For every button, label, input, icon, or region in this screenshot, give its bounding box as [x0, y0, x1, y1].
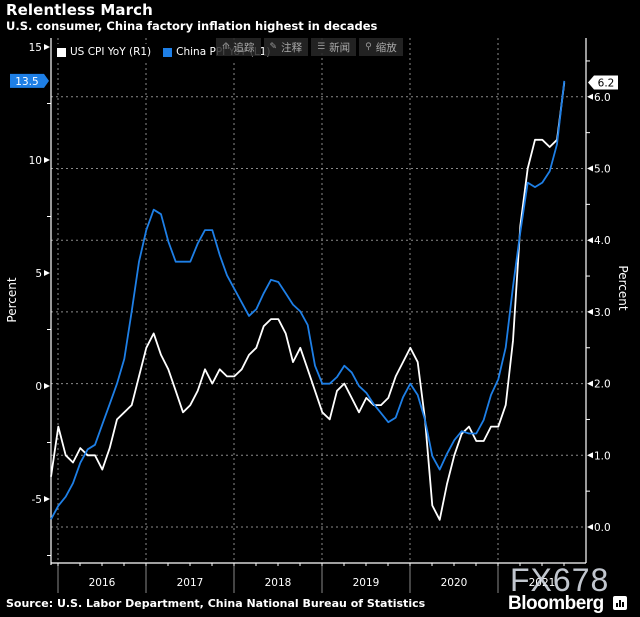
x-tick-label: 2017 [177, 577, 204, 589]
toolbar-zoom-label: 缩放 [375, 41, 397, 54]
series-line-us-cpi [50, 82, 566, 521]
right-tick-label: 4.0 [594, 235, 611, 247]
last-value-label-china-ppi: 13.5 [15, 76, 38, 88]
right-tick-marker [587, 452, 593, 459]
last-value-label-us-cpi: 6.2 [598, 77, 615, 89]
axes: 15 10 5 0 -5 6.0 5.0 4.0 3.0 2.0 1.0 0.0 2016 2017 201… [5, 38, 630, 593]
toolbar-annotate-button[interactable]: ✎ 注释 [263, 38, 309, 56]
right-axis-title: Percent [616, 265, 630, 310]
brand-logo: Bloomberg [508, 593, 604, 614]
right-tick-marker [587, 237, 593, 244]
right-tick-label: 2.0 [594, 379, 611, 391]
legend-swatch-china-ppi [163, 47, 173, 57]
left-tick-label: 0 [35, 381, 42, 393]
legend-label-us-cpi: US CPI YoY (R1) [70, 46, 152, 58]
left-tick-label: 5 [35, 268, 42, 280]
news-icon: ☰ [317, 42, 326, 52]
left-tick-marker [44, 157, 50, 163]
left-axis-title: Percent [5, 277, 19, 322]
right-tick-label: 3.0 [594, 307, 611, 319]
toolbar-zoom-button[interactable]: ⚲ 缩放 [359, 38, 403, 56]
left-tick-label: 15 [29, 42, 42, 54]
gridlines [51, 38, 586, 563]
annotate-icon: ✎ [269, 42, 278, 52]
right-tick-label: 5.0 [594, 164, 611, 176]
toolbar-annotate-label: 注释 [281, 41, 303, 54]
left-tick-marker [44, 496, 50, 502]
right-tick-marker [587, 165, 593, 172]
right-tick-label: 0.0 [594, 522, 611, 534]
left-tick-marker [44, 44, 50, 50]
toolbar-news-label: 新闻 [329, 41, 351, 54]
right-tick-marker [587, 93, 593, 100]
x-tick-label: 2019 [353, 577, 380, 589]
right-tick-marker [587, 308, 593, 315]
zoom-icon: ⚲ [365, 42, 372, 52]
right-tick-marker [587, 524, 593, 530]
left-tick-label: 10 [29, 155, 42, 167]
x-tick-label: 2016 [89, 577, 116, 589]
track-icon: ⟰ [222, 42, 230, 52]
toolbar-track-button[interactable]: ⟰ 追踪 [216, 38, 261, 56]
chart-title: Relentless March [6, 1, 153, 19]
legend-swatch-us-cpi [57, 47, 66, 57]
right-tick-label: 6.0 [594, 92, 611, 104]
left-tick-label: -5 [32, 494, 42, 506]
bloomberg-chart-icon [613, 596, 627, 610]
chart-toolbar: ⟰ 追踪 ✎ 注释 ☰ 新闻 ⚲ 缩放 [216, 38, 406, 56]
last-value-badge-china-ppi [10, 73, 49, 88]
value-labels: 6.2 13.5 [10, 73, 618, 90]
right-tick-label: 1.0 [594, 450, 611, 462]
watermark: FX678 [510, 562, 610, 598]
legend-item-us-cpi[interactable]: US CPI YoY (R1) [57, 46, 151, 58]
series-line-china-ppi [50, 80, 566, 520]
source-note: Source: U.S. Labor Department, China Nat… [6, 597, 426, 610]
last-value-badge-us-cpi [588, 75, 618, 90]
x-tick-label: 2018 [265, 577, 292, 589]
chart-subtitle: U.S. consumer, China factory inflation h… [6, 19, 378, 33]
left-tick-marker [44, 270, 50, 276]
left-tick-marker [44, 383, 50, 389]
toolbar-news-button[interactable]: ☰ 新闻 [311, 38, 357, 56]
toolbar-track-label: 追踪 [233, 41, 255, 54]
series-layer [50, 80, 566, 521]
x-tick-label: 2020 [441, 577, 468, 589]
right-tick-marker [587, 380, 593, 387]
x-tick-label: 2021 [529, 577, 556, 589]
